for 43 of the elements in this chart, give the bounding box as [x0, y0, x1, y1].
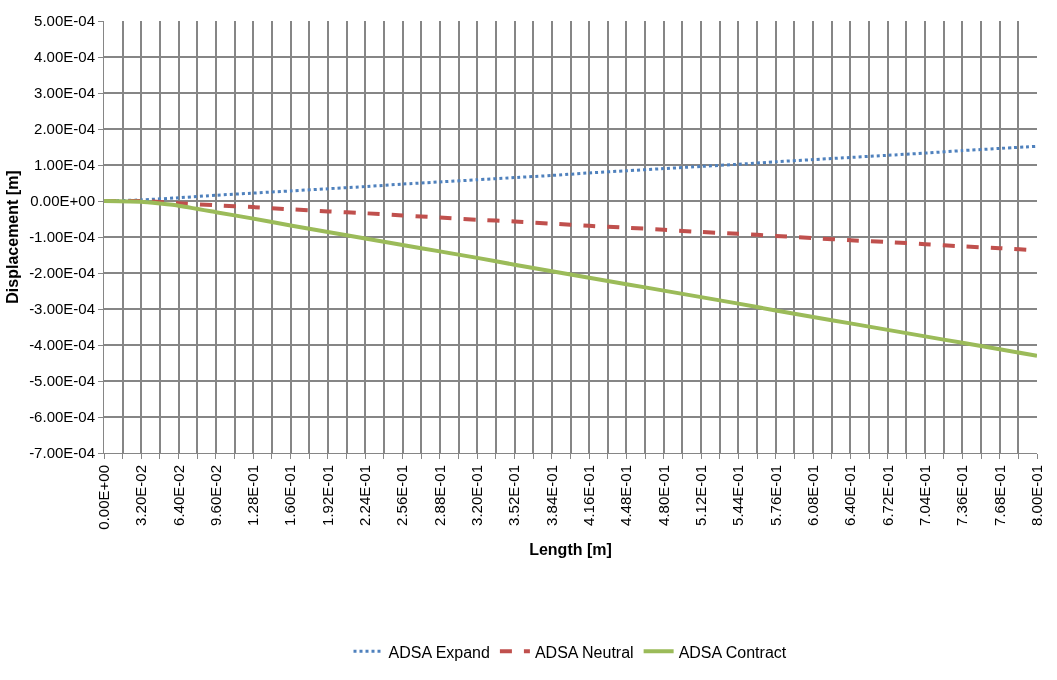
y-tick-label: -5.00E-04	[29, 372, 95, 390]
y-tick-label: 4.00E-04	[34, 48, 95, 66]
y-axis-title: Displacement [m]	[4, 170, 22, 304]
x-tick-label: 7.36E-01	[953, 465, 971, 526]
y-tick-label: 5.00E-04	[34, 12, 95, 30]
x-tick-label: 1.92E-01	[318, 465, 336, 526]
x-tick-label: 9.60E-02	[206, 465, 224, 526]
legend-label: ADSA Contract	[678, 643, 787, 661]
y-tick-label: -1.00E-04	[29, 228, 95, 246]
y-tick-label: 0.00E+00	[30, 192, 95, 210]
y-tick-label: 2.00E-04	[34, 120, 95, 138]
x-tick-label: 6.08E-01	[803, 465, 821, 526]
x-tick-label: 2.88E-01	[430, 465, 448, 526]
x-tick-label: 3.52E-01	[505, 465, 523, 526]
x-tick-label: 3.84E-01	[542, 465, 560, 526]
x-tick-label: 4.48E-01	[617, 465, 635, 526]
y-tick-label: -3.00E-04	[29, 300, 95, 318]
x-tick-label: 3.20E-01	[468, 465, 486, 526]
x-tick-label: 6.72E-01	[878, 465, 896, 526]
x-tick-label: 1.28E-01	[244, 465, 262, 526]
x-tick-label: 6.40E-02	[169, 465, 187, 526]
x-tick-label: 3.20E-02	[132, 465, 150, 526]
y-tick-label: -2.00E-04	[29, 264, 95, 282]
y-tick-label: -6.00E-04	[29, 408, 95, 426]
legend-label: ADSA Neutral	[534, 643, 634, 661]
y-tick-label: 1.00E-04	[34, 156, 95, 174]
legend-label: ADSA Expand	[388, 643, 490, 661]
x-tick-label: 2.56E-01	[393, 465, 411, 526]
y-tick-label: -4.00E-04	[29, 336, 95, 354]
x-tick-label: 4.80E-01	[654, 465, 672, 526]
y-tick-label: 3.00E-04	[34, 84, 95, 102]
x-axis-title: Length [m]	[529, 541, 612, 559]
x-tick-label: 1.60E-01	[281, 465, 299, 526]
x-tick-label: 7.68E-01	[990, 465, 1008, 526]
x-tick-label: 8.00E-01	[1027, 465, 1045, 526]
x-tick-label: 5.76E-01	[766, 465, 784, 526]
x-tick-label: 6.40E-01	[841, 465, 859, 526]
x-tick-label: 2.24E-01	[356, 465, 374, 526]
x-tick-label: 7.04E-01	[915, 465, 933, 526]
y-tick-label: -7.00E-04	[29, 444, 95, 462]
x-tick-label: 5.12E-01	[691, 465, 709, 526]
x-tick-label: 5.44E-01	[729, 465, 747, 526]
x-tick-label: 4.16E-01	[580, 465, 598, 526]
